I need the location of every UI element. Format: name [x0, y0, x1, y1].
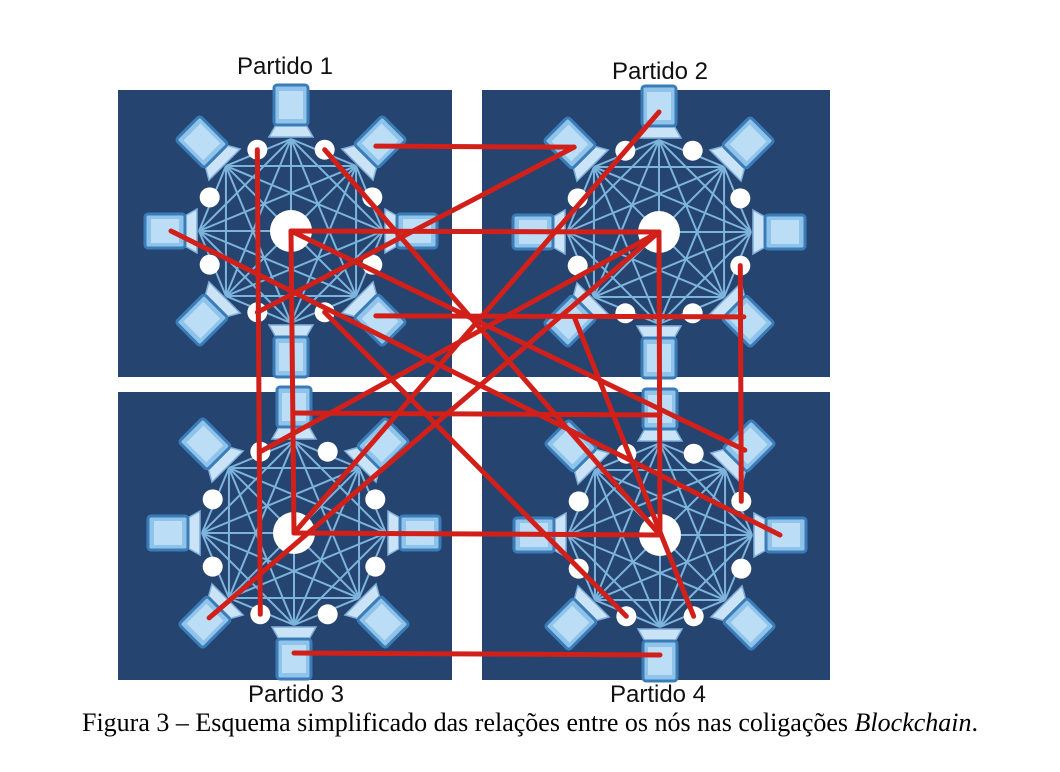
- laptop-icon-nw: [178, 417, 245, 484]
- caption-period: .: [971, 708, 979, 737]
- mesh-node-dot: [731, 558, 752, 579]
- mesh-node-dot: [317, 604, 338, 625]
- relation-line: [291, 410, 663, 418]
- laptop-screen-glass: [361, 301, 399, 339]
- laptop-icon-ne: [340, 115, 407, 182]
- relation-line: [288, 228, 748, 453]
- laptop-screen-glass: [552, 427, 590, 465]
- laptop-screen-glass: [551, 124, 589, 162]
- panel-label-partido-3: Partido 3: [247, 681, 345, 708]
- mesh-edge: [228, 467, 387, 534]
- mesh-edge: [225, 165, 384, 232]
- panel-label-partido-2: Partido 2: [611, 58, 709, 85]
- laptop-icon-se: [343, 582, 410, 649]
- panel-p3: [118, 385, 452, 681]
- mesh-node-dot: [567, 255, 588, 276]
- laptop-icon-e: [752, 208, 807, 256]
- laptop-screen-glass: [282, 645, 306, 673]
- laptop-screen-glass: [186, 425, 224, 463]
- mesh-node-dot: [202, 556, 223, 577]
- laptop-icon-e: [753, 511, 808, 559]
- mesh-edge: [198, 230, 292, 324]
- laptop-icon-sw: [544, 584, 611, 651]
- laptop-screen-glass: [154, 521, 182, 545]
- laptop-screen-glass: [183, 123, 221, 161]
- laptop-screen-glass: [364, 425, 402, 463]
- laptop-icon-ne: [709, 419, 776, 486]
- laptop-icon-w: [143, 207, 198, 255]
- laptop-screen-glass: [361, 123, 399, 161]
- laptop-screen-glass: [729, 124, 767, 162]
- mesh-node-dot: [202, 489, 223, 510]
- laptop-icon-s: [270, 626, 318, 681]
- mesh-node-dot: [199, 187, 220, 208]
- caption-text: Figura 3 – Esquema simplificado das rela…: [81, 708, 855, 737]
- mesh-edge: [594, 469, 661, 628]
- laptop-icon-s: [636, 628, 684, 683]
- panel-label-partido-4: Partido 4: [609, 681, 707, 708]
- relation-line: [656, 229, 663, 538]
- figure-caption: Figura 3 – Esquema simplificado das rela…: [0, 708, 1060, 738]
- mesh-edge: [567, 534, 661, 628]
- mesh-edge: [594, 469, 753, 536]
- relation-line: [373, 143, 577, 150]
- laptop-screen-glass: [771, 220, 799, 244]
- laptop-icon-n: [635, 84, 683, 139]
- laptop-icon-nw: [544, 419, 611, 486]
- laptop-icon-se: [709, 584, 776, 651]
- laptop-screen-glass: [648, 647, 672, 675]
- mesh-node-dot: [317, 441, 338, 462]
- laptop-screen-glass: [151, 219, 179, 243]
- relation-line: [322, 309, 629, 619]
- panel-label-partido-1: Partido 1: [236, 53, 334, 80]
- mesh-node-dot: [365, 556, 386, 577]
- mesh-node-dot: [199, 254, 220, 275]
- mesh-node-dot: [682, 140, 703, 161]
- mesh-node-dot: [682, 303, 703, 324]
- laptop-screen-glass: [552, 605, 590, 643]
- relation-line: [254, 144, 577, 315]
- laptop-icon-ne: [708, 116, 775, 183]
- mesh-node-dot: [365, 489, 386, 510]
- mesh-edge: [201, 532, 295, 626]
- laptop-screen-glass: [183, 301, 221, 339]
- relation-line: [168, 228, 783, 538]
- laptop-icon-se: [340, 280, 407, 347]
- relation-line: [288, 228, 662, 235]
- laptop-screen-glass: [364, 603, 402, 641]
- caption-italic-term: Blockchain: [854, 708, 972, 737]
- relation-line: [291, 530, 663, 538]
- relation-line: [571, 314, 697, 619]
- mesh-node-dot: [568, 491, 589, 512]
- laptop-icon-nw: [543, 116, 610, 183]
- laptop-icon-nw: [175, 115, 242, 182]
- mesh-edge: [566, 231, 660, 325]
- laptop-icon-w: [146, 509, 201, 557]
- relation-line: [322, 147, 663, 538]
- laptop-icon-n: [267, 83, 315, 138]
- relation-line: [737, 263, 744, 504]
- mesh-edge: [593, 166, 752, 233]
- laptop-screen-glass: [551, 302, 589, 340]
- laptop-icon-sw: [175, 280, 242, 347]
- relation-line: [257, 229, 662, 455]
- mesh-node-dot: [615, 303, 636, 324]
- relation-line: [291, 650, 663, 658]
- relation-line: [254, 147, 263, 617]
- mesh-node-dot: [730, 188, 751, 209]
- mesh-node-dot: [683, 443, 704, 464]
- relation-line: [288, 228, 297, 536]
- mesh-edge: [593, 166, 660, 325]
- laptop-screen-glass: [279, 91, 303, 119]
- laptop-screen-glass: [772, 523, 800, 547]
- laptop-screen-glass: [730, 605, 768, 643]
